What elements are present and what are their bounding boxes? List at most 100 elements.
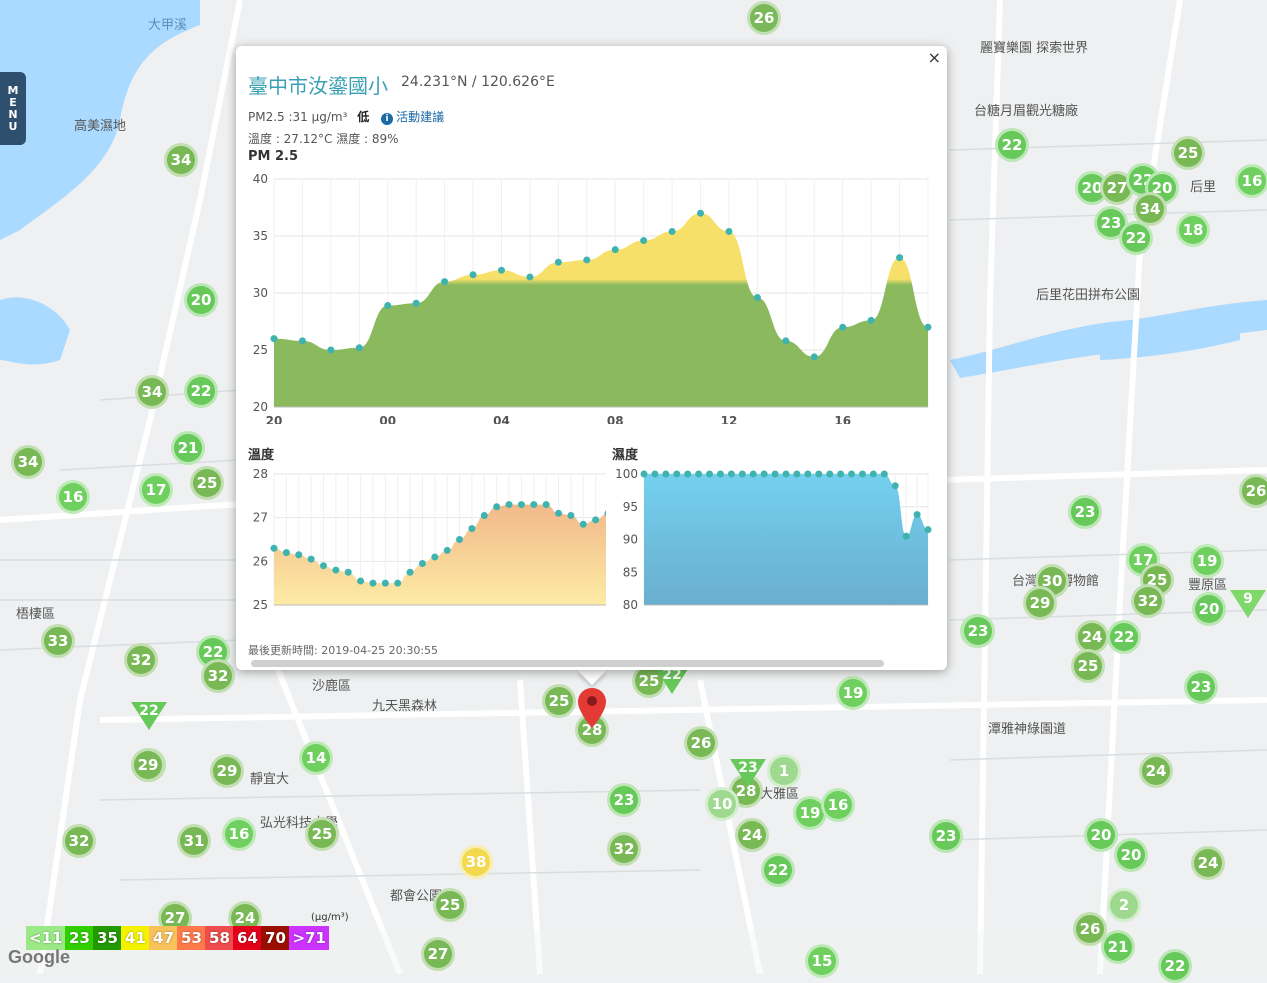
- air-quality-marker[interactable]: 20: [184, 283, 218, 317]
- air-quality-marker[interactable]: 22: [184, 374, 218, 408]
- air-quality-marker[interactable]: 16: [1235, 164, 1267, 198]
- triangle-marker-value: 9: [1243, 591, 1253, 607]
- air-quality-marker[interactable]: 21: [171, 431, 205, 465]
- data-point: [443, 546, 451, 554]
- air-quality-marker[interactable]: 16: [821, 788, 855, 822]
- air-quality-marker[interactable]: 34: [11, 445, 45, 479]
- air-quality-marker[interactable]: 25: [1071, 649, 1105, 683]
- air-quality-marker[interactable]: 23: [1184, 670, 1218, 704]
- air-quality-marker[interactable]: 38: [459, 845, 493, 879]
- air-quality-marker[interactable]: 31: [177, 824, 211, 858]
- air-quality-marker[interactable]: 33: [41, 624, 75, 658]
- air-quality-marker[interactable]: 24: [735, 818, 769, 852]
- air-quality-marker[interactable]: 21: [1101, 930, 1135, 964]
- data-point: [611, 246, 619, 254]
- air-quality-marker[interactable]: 19: [1190, 544, 1224, 578]
- data-point: [555, 509, 563, 517]
- data-point: [307, 555, 315, 563]
- data-point: [327, 346, 335, 354]
- legend-item: 70: [261, 926, 290, 950]
- air-quality-marker[interactable]: 26: [1239, 474, 1267, 508]
- air-quality-marker[interactable]: 22: [1119, 221, 1153, 255]
- air-quality-triangle-marker[interactable]: 22: [652, 664, 692, 696]
- air-quality-marker[interactable]: 20: [1084, 818, 1118, 852]
- air-quality-triangle-marker[interactable]: 9: [1228, 588, 1267, 620]
- menu-button[interactable]: M E N U: [0, 72, 26, 145]
- air-quality-marker[interactable]: 32: [62, 824, 96, 858]
- air-quality-marker[interactable]: 34: [135, 375, 169, 409]
- air-quality-marker[interactable]: 20: [1192, 592, 1226, 626]
- map-place-label: 后里: [1190, 180, 1217, 195]
- air-quality-marker[interactable]: 32: [124, 643, 158, 677]
- air-quality-marker[interactable]: 1: [767, 754, 801, 788]
- data-point: [826, 470, 834, 478]
- menu-letter: N: [8, 107, 18, 121]
- air-quality-marker[interactable]: 25: [1171, 136, 1205, 170]
- air-quality-marker[interactable]: 22: [1158, 949, 1192, 983]
- y-tick-label: 25: [253, 598, 268, 612]
- air-quality-marker[interactable]: 24: [1191, 846, 1225, 880]
- data-point: [793, 470, 801, 478]
- data-point: [924, 323, 932, 331]
- data-point: [848, 470, 856, 478]
- air-quality-marker[interactable]: 2: [1107, 888, 1141, 922]
- data-point: [480, 511, 488, 519]
- map-place-label: 豐原區: [1188, 578, 1228, 593]
- air-quality-marker[interactable]: 25: [542, 684, 576, 718]
- air-quality-marker[interactable]: 20: [1114, 838, 1148, 872]
- air-quality-marker[interactable]: 22: [1107, 620, 1141, 654]
- air-quality-marker[interactable]: 27: [421, 937, 455, 971]
- air-quality-marker[interactable]: 18: [1176, 213, 1210, 247]
- map-place-label: 大雅區: [760, 787, 800, 802]
- air-quality-marker[interactable]: 28: [575, 713, 609, 747]
- close-button[interactable]: ×: [927, 48, 941, 67]
- air-quality-marker[interactable]: 29: [131, 748, 165, 782]
- air-quality-marker[interactable]: 26: [747, 1, 781, 35]
- data-point: [418, 560, 426, 568]
- legend-item: 35: [93, 926, 122, 950]
- pm25-value-text: PM2.5 :31 μg/m³: [248, 110, 348, 124]
- air-quality-marker[interactable]: 29: [210, 754, 244, 788]
- air-quality-triangle-marker[interactable]: 22: [129, 700, 169, 732]
- data-point: [913, 511, 921, 519]
- y-tick-label: 27: [253, 511, 268, 525]
- air-quality-marker[interactable]: 32: [201, 659, 235, 693]
- air-quality-marker[interactable]: 17: [139, 473, 173, 507]
- air-quality-marker[interactable]: 23: [1068, 495, 1102, 529]
- air-quality-marker[interactable]: 16: [222, 817, 256, 851]
- air-quality-marker[interactable]: 23: [929, 819, 963, 853]
- air-quality-marker[interactable]: 25: [433, 888, 467, 922]
- air-quality-marker[interactable]: 24: [1139, 754, 1173, 788]
- air-quality-marker[interactable]: 10: [705, 787, 739, 821]
- air-quality-marker[interactable]: 29: [1023, 586, 1057, 620]
- activity-advice-link[interactable]: i 活動建議: [381, 110, 444, 125]
- air-quality-marker[interactable]: 25: [305, 817, 339, 851]
- air-quality-marker[interactable]: 25: [190, 466, 224, 500]
- air-quality-marker[interactable]: 15: [805, 944, 839, 978]
- air-quality-marker[interactable]: 32: [607, 832, 641, 866]
- air-quality-marker[interactable]: 34: [1133, 192, 1167, 226]
- air-quality-marker[interactable]: 19: [836, 676, 870, 710]
- data-point: [344, 568, 352, 576]
- data-point: [858, 470, 866, 478]
- data-point: [441, 278, 449, 286]
- data-point: [469, 271, 477, 279]
- horizontal-scrollbar[interactable]: [251, 660, 884, 667]
- y-tick-label: 26: [253, 554, 268, 568]
- air-quality-marker[interactable]: 26: [684, 726, 718, 760]
- air-quality-marker[interactable]: 23: [961, 614, 995, 648]
- air-quality-marker[interactable]: 34: [164, 143, 198, 177]
- pm25-chart-title: PM 2.5: [248, 149, 299, 164]
- y-tick-label: 85: [623, 565, 638, 579]
- air-quality-marker[interactable]: 23: [607, 783, 641, 817]
- air-quality-marker[interactable]: 16: [56, 480, 90, 514]
- data-point: [526, 273, 534, 281]
- data-point: [270, 544, 278, 552]
- air-quality-triangle-marker[interactable]: 23: [728, 757, 768, 789]
- air-quality-marker[interactable]: 32: [1131, 584, 1165, 618]
- air-quality-marker[interactable]: 22: [995, 128, 1029, 162]
- selected-location-pin[interactable]: [578, 688, 606, 728]
- air-quality-marker[interactable]: 14: [299, 741, 333, 775]
- air-quality-marker[interactable]: 22: [761, 853, 795, 887]
- data-point: [604, 510, 606, 517]
